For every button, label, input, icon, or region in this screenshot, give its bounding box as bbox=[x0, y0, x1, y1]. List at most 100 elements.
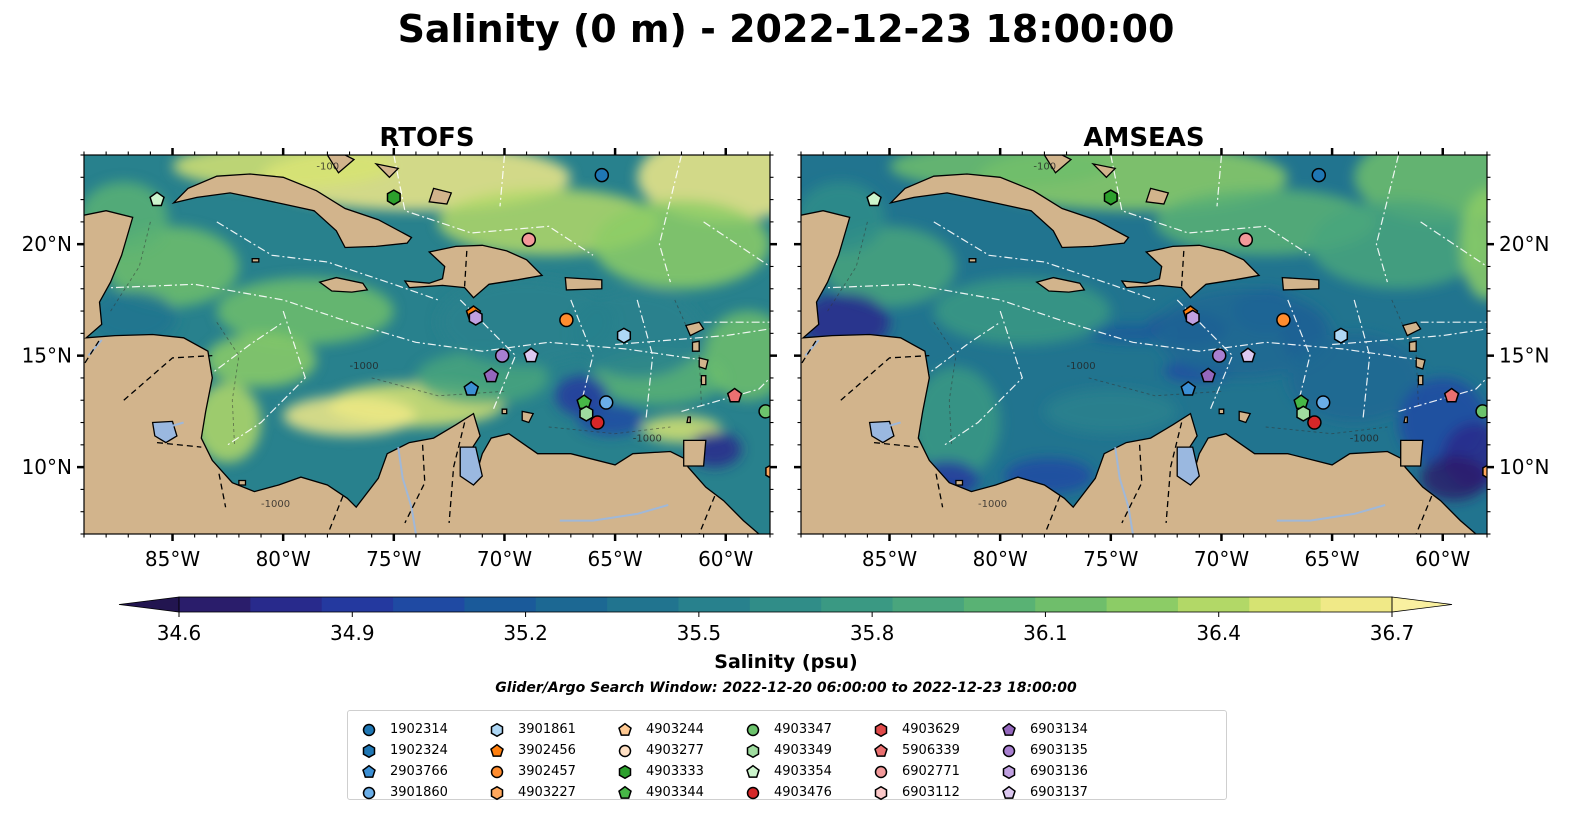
hexagon-marker-icon bbox=[490, 722, 504, 737]
legend-item: 3902456 bbox=[488, 740, 576, 761]
pentagon-marker-icon bbox=[618, 722, 632, 736]
legend-column: 1902314 1902324 2903766 3901860 bbox=[360, 719, 448, 803]
legend-item: 1902324 bbox=[360, 740, 448, 761]
colorbar-tick-label: 36.4 bbox=[1196, 621, 1241, 645]
x-tick-label: 75°W bbox=[1083, 547, 1138, 571]
station-marker-4903354 bbox=[866, 191, 882, 207]
station-marker-2903766 bbox=[463, 380, 480, 396]
map-panel-amseas: -100 -1000 -1000 -1000 bbox=[801, 155, 1487, 534]
legend-label: 3902456 bbox=[518, 743, 576, 758]
station-marker-5906339 bbox=[1443, 387, 1460, 403]
legend-marker bbox=[362, 743, 376, 758]
x-tick-label: 85°W bbox=[145, 547, 200, 571]
hexagon-marker-icon bbox=[362, 743, 376, 758]
legend-marker bbox=[874, 743, 888, 757]
legend-item: 4903347 bbox=[744, 719, 832, 740]
circle-marker-icon bbox=[874, 765, 888, 778]
contour-label: -100 bbox=[316, 162, 339, 173]
x-tick-label: 60°W bbox=[1415, 547, 1470, 571]
contour-label: -100 bbox=[1033, 162, 1056, 173]
colorbar-tick-label: 35.8 bbox=[850, 621, 895, 645]
legend-label: 2903766 bbox=[390, 764, 448, 779]
circle-marker-icon bbox=[746, 723, 760, 736]
station-marker-4903349 bbox=[579, 405, 594, 422]
contour-label: -1000 bbox=[350, 361, 379, 372]
legend-item: 6903136 bbox=[1000, 761, 1088, 782]
colorbar-tick-label: 36.7 bbox=[1370, 621, 1415, 645]
colorbar: 34.6 34.9 35.2 35.5 35.8 36.1 36.4 36.7 bbox=[118, 596, 1453, 645]
legend-label: 6902771 bbox=[902, 764, 960, 779]
panel-title-amseas: AMSEAS bbox=[1083, 123, 1204, 153]
x-tick-label: 70°W bbox=[477, 547, 532, 571]
legend-label: 1902324 bbox=[390, 743, 448, 758]
station-marker-4903333 bbox=[1103, 189, 1118, 206]
legend-marker bbox=[618, 785, 632, 799]
circle-marker-icon bbox=[490, 765, 504, 778]
legend-item: 4903629 bbox=[872, 719, 960, 740]
station-marker-4903349 bbox=[1296, 405, 1311, 422]
pentagon-marker-icon bbox=[1002, 722, 1016, 736]
legend-marker bbox=[362, 723, 376, 736]
station-marker-4903333 bbox=[386, 189, 401, 206]
station-marker-3901861 bbox=[1333, 327, 1349, 344]
colorbar-segment bbox=[749, 597, 822, 612]
legend-item: 4903354 bbox=[744, 761, 832, 782]
legend-item: 4903244 bbox=[616, 719, 704, 740]
legend-column: 3901861 3902456 3902457 4903227 bbox=[488, 719, 576, 803]
x-tick-label: 65°W bbox=[587, 547, 642, 571]
pentagon-marker-icon bbox=[874, 743, 888, 757]
colorbar-tick-label: 35.5 bbox=[677, 621, 722, 645]
colorbar-segment bbox=[1035, 597, 1108, 612]
y-tick-label-right: 10°N bbox=[1499, 455, 1549, 479]
legend-marker bbox=[1002, 785, 1016, 799]
figure-title: Salinity (0 m) - 2022-12-23 18:00:00 bbox=[398, 7, 1175, 51]
circle-marker-icon bbox=[746, 786, 760, 799]
station-marker-6903135 bbox=[494, 348, 510, 363]
colorbar-tick-label: 35.2 bbox=[503, 621, 548, 645]
station-marker-3901860 bbox=[598, 395, 614, 410]
legend-label: 4903344 bbox=[646, 785, 704, 800]
y-tick-label-right: 15°N bbox=[1499, 344, 1549, 368]
station-marker-2903766 bbox=[1180, 380, 1197, 396]
pentagon-marker-icon bbox=[746, 764, 760, 778]
legend-marker bbox=[746, 786, 760, 799]
legend-column: 4903244 4903277 4903333 4903344 bbox=[616, 719, 704, 803]
station-marker-6903134 bbox=[483, 367, 499, 383]
station-marker-6903136 bbox=[468, 309, 483, 326]
legend-item: 3901861 bbox=[488, 719, 576, 740]
pentagon-marker-icon bbox=[362, 764, 376, 778]
station-marker-5906339 bbox=[726, 387, 743, 403]
hexagon-marker-icon bbox=[618, 764, 632, 779]
legend-column: 4903629 5906339 6902771 6903112 bbox=[872, 719, 960, 803]
circle-marker-icon bbox=[362, 786, 376, 799]
legend-item: 3902457 bbox=[488, 761, 576, 782]
map-panel-rtofs: -100 -1000 -1000 -1000 bbox=[84, 155, 770, 534]
hexagon-marker-icon bbox=[874, 785, 888, 800]
x-tick-label: 60°W bbox=[698, 547, 753, 571]
legend-label: 1902314 bbox=[390, 722, 448, 737]
legend-item: 6903134 bbox=[1000, 719, 1088, 740]
circle-marker-icon bbox=[618, 744, 632, 757]
colorbar-segment bbox=[1177, 597, 1250, 612]
legend-marker bbox=[1002, 744, 1016, 757]
station-marker-6903135 bbox=[1211, 348, 1227, 363]
legend-item: 2903766 bbox=[360, 761, 448, 782]
legend-marker bbox=[618, 722, 632, 736]
station-marker-4903476 bbox=[590, 415, 605, 430]
station-marker-3902457 bbox=[1276, 312, 1291, 328]
hexagon-marker-icon bbox=[874, 722, 888, 737]
x-tick-label: 80°W bbox=[973, 547, 1028, 571]
legend-item: 6903135 bbox=[1000, 740, 1088, 761]
contour-label: -1000 bbox=[978, 499, 1007, 510]
legend-item: 6903112 bbox=[872, 782, 960, 803]
colorbar-extend-min bbox=[118, 596, 180, 613]
contour-label: -1000 bbox=[633, 434, 662, 445]
legend-label: 4903227 bbox=[518, 785, 576, 800]
pentagon-marker-icon bbox=[618, 785, 632, 799]
station-marker-6902771 bbox=[1238, 232, 1254, 247]
legend-marker bbox=[1002, 764, 1016, 779]
colorbar-segment bbox=[535, 597, 608, 612]
hexagon-marker-icon bbox=[490, 785, 504, 800]
legend-item: 6903137 bbox=[1000, 782, 1088, 803]
hexagon-marker-icon bbox=[1002, 764, 1016, 779]
